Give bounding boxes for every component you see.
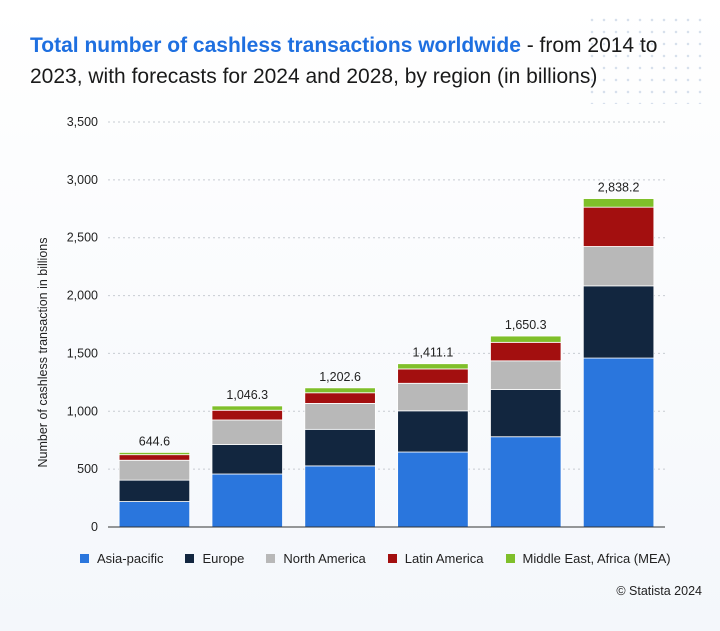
bar-segment[interactable] — [304, 387, 376, 394]
bar-segment[interactable] — [490, 436, 562, 528]
y-tick-label: 2,500 — [67, 231, 98, 245]
bar-segment[interactable] — [118, 479, 191, 502]
bar-segment[interactable] — [490, 335, 562, 343]
legend-label: Latin America — [404, 551, 484, 566]
bar-segment[interactable] — [397, 363, 469, 370]
legend-label: North America — [283, 551, 366, 566]
legend-swatch — [505, 554, 515, 563]
bar-segment[interactable] — [118, 452, 191, 456]
legend: Asia-pacific Europe North America Latin Ame… — [80, 551, 700, 566]
bar-segment[interactable] — [582, 246, 655, 287]
y-tick-labels: 0 500 1,000 1,500 2,000 2,500 3,000 3,500 — [67, 115, 98, 534]
total-label: 1,411.1 — [413, 346, 454, 360]
bar-segment[interactable] — [211, 405, 283, 411]
total-labels: 644.6 1,046.3 1,202.6 1,411.1 1,650.3 2,838.2 — [139, 181, 640, 449]
bar-segment[interactable] — [304, 465, 376, 528]
bar-segment[interactable] — [490, 360, 562, 390]
statista-credit[interactable]: © Statista 2024 — [616, 584, 702, 598]
legend-label: Middle East, Africa (MEA) — [522, 551, 671, 566]
legend-swatch — [266, 554, 276, 563]
legend-item[interactable]: Asia-pacific — [80, 551, 163, 566]
y-tick-label: 2,000 — [67, 289, 98, 303]
title-rest: - from 2014 to 2023, with forecasts for … — [30, 34, 658, 88]
grid-lines — [108, 121, 665, 470]
legend-item[interactable]: Latin America — [387, 551, 484, 566]
total-label: 2,838.2 — [598, 181, 640, 195]
bar-segment[interactable] — [118, 454, 191, 461]
bar-segment[interactable] — [397, 382, 469, 412]
bar-segment[interactable] — [582, 357, 655, 528]
bar-segment[interactable] — [211, 409, 283, 421]
decorative-dot-pattern — [586, 14, 706, 104]
bar-segment[interactable] — [118, 501, 191, 528]
bar-segment[interactable] — [397, 410, 469, 453]
legend-swatch — [387, 554, 397, 563]
bar-segment[interactable] — [304, 428, 376, 467]
bar-segment[interactable] — [490, 389, 562, 438]
legend-swatch — [80, 554, 89, 563]
y-tick-label: 0 — [91, 520, 98, 534]
bar-segment[interactable] — [582, 285, 655, 359]
bars — [118, 198, 655, 528]
bar-segment[interactable] — [304, 403, 376, 430]
y-tick-label: 1,500 — [67, 346, 98, 360]
total-label: 1,202.6 — [319, 370, 361, 384]
legend-item[interactable]: North America — [266, 551, 366, 566]
total-label: 644.6 — [139, 434, 170, 448]
y-tick-label: 500 — [77, 462, 98, 476]
y-tick-label: 3,500 — [67, 115, 98, 129]
total-label: 1,046.3 — [226, 388, 268, 402]
y-tick-label: 1,000 — [67, 404, 98, 418]
bar-segment[interactable] — [490, 341, 562, 362]
bar-segment[interactable] — [211, 419, 283, 445]
bar-segment[interactable] — [582, 206, 655, 247]
legend-label: Asia-pacific — [97, 551, 164, 566]
title-highlight: Total number of cashless transactions wo… — [30, 34, 521, 57]
bar-segment[interactable] — [304, 392, 376, 404]
y-tick-label: 3,000 — [67, 173, 98, 187]
bar-segment[interactable] — [397, 451, 469, 528]
legend-item[interactable]: Europe — [185, 551, 244, 566]
bar-segment[interactable] — [211, 444, 283, 475]
legend-swatch — [185, 554, 195, 563]
bar-segment[interactable] — [211, 473, 283, 528]
legend-item[interactable]: Middle East, Africa (MEA) — [505, 551, 671, 566]
chart-title: Total number of cashless transactions wo… — [30, 30, 690, 92]
bar-segment[interactable] — [397, 368, 469, 384]
y-axis-label: Number of cashless transaction in billio… — [36, 238, 50, 468]
bar-segment[interactable] — [118, 459, 191, 481]
bar-segment[interactable] — [582, 198, 655, 208]
legend-label: Europe — [202, 551, 245, 566]
total-label: 1,650.3 — [505, 318, 547, 332]
